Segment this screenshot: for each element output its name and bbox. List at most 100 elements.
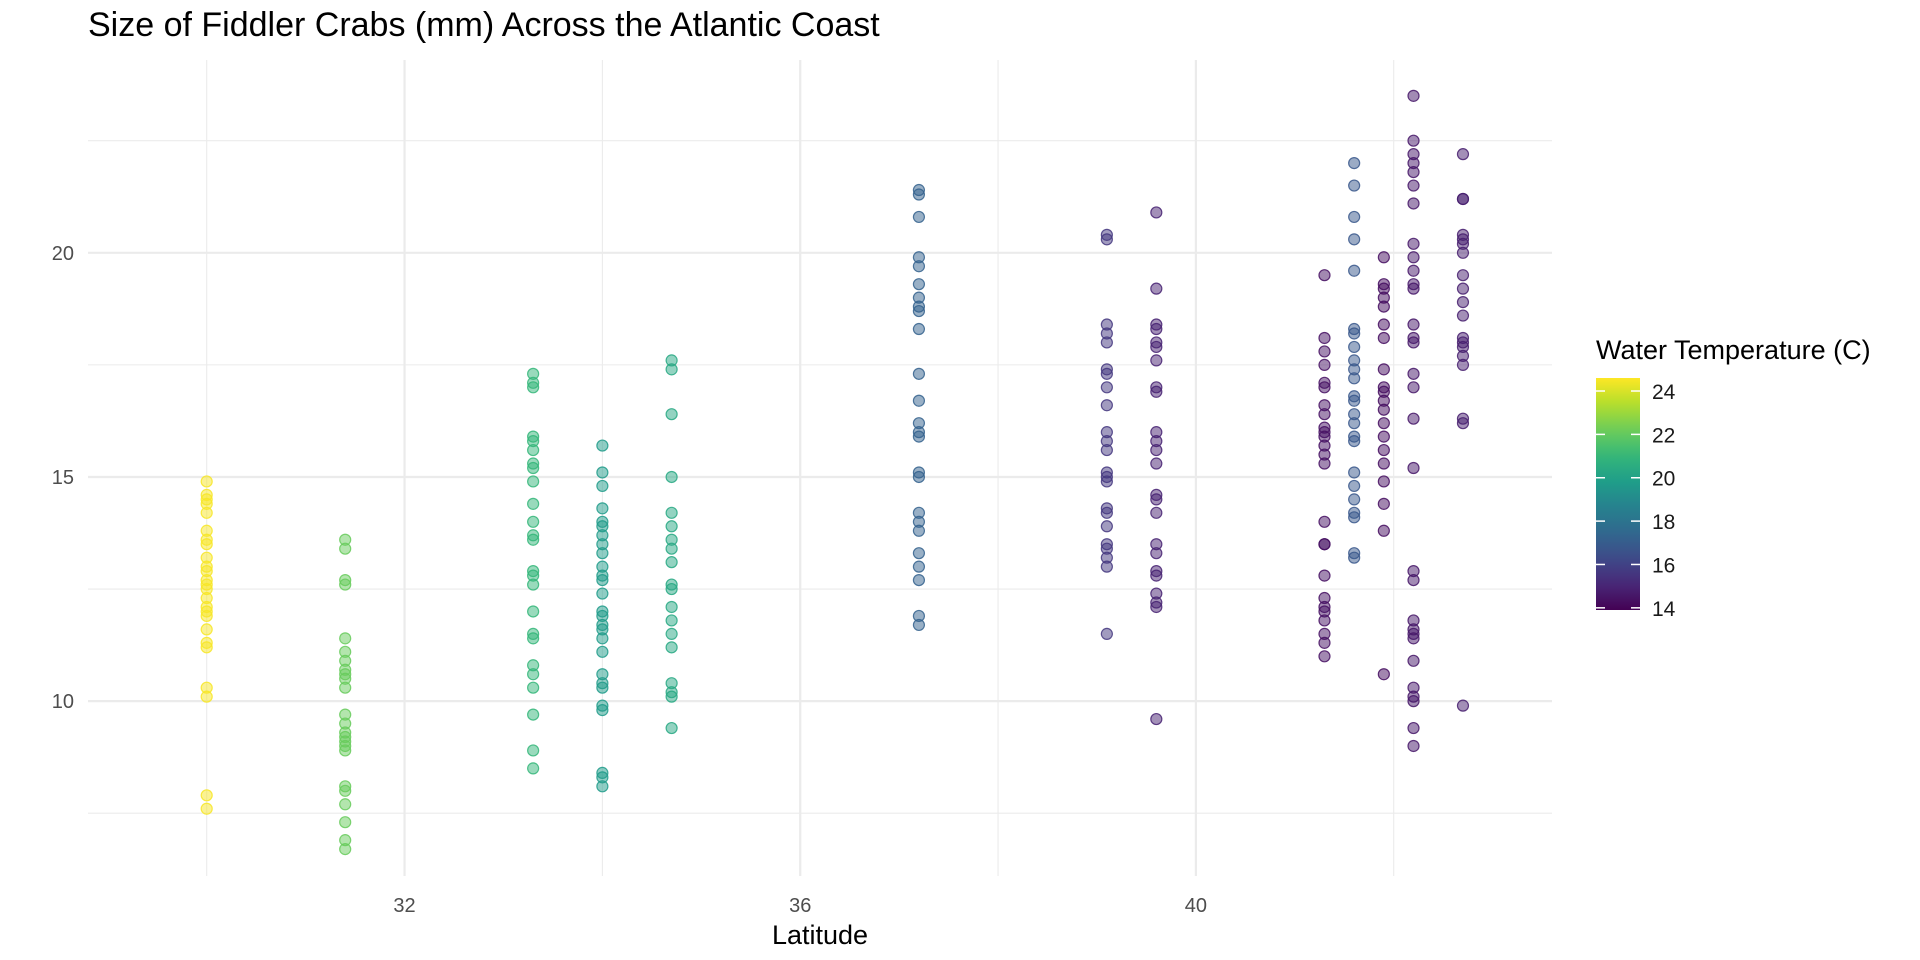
data-point [665, 506, 678, 519]
data-point [596, 632, 609, 645]
data-point [339, 784, 352, 797]
data-point [1348, 233, 1361, 246]
data-point [1150, 443, 1163, 457]
data-point [1100, 381, 1113, 394]
data-point [1100, 520, 1113, 533]
chart-title: Size of Fiddler Crabs (mm) Across the At… [88, 6, 880, 44]
data-point [527, 578, 540, 591]
data-point [596, 479, 609, 493]
data-point [1407, 461, 1420, 475]
data-point [1348, 479, 1361, 493]
data-point [1456, 269, 1470, 282]
data-point [1407, 381, 1420, 394]
data-point [527, 475, 540, 488]
data-point [527, 668, 540, 681]
data-point [1456, 246, 1470, 259]
data-point [912, 322, 926, 336]
data-point [1318, 650, 1331, 663]
data-point [1318, 269, 1331, 282]
data-point [339, 744, 352, 757]
data-point [1456, 309, 1470, 322]
data-point [596, 573, 609, 587]
data-point [339, 816, 352, 829]
data-point [596, 502, 609, 515]
data-point [1407, 573, 1420, 587]
data-point [912, 188, 926, 201]
data-point [1348, 417, 1361, 430]
data-point [1318, 331, 1331, 345]
data-point [1100, 336, 1113, 349]
data-point [339, 578, 352, 591]
data-points [200, 89, 1470, 856]
data-point [596, 547, 609, 560]
data-point [527, 744, 540, 757]
legend: Water Temperature (C) 14 16 18 20 22 24 [1596, 335, 1871, 621]
grid [88, 60, 1552, 876]
data-point [527, 681, 540, 694]
data-point [1318, 408, 1331, 421]
data-point [596, 466, 609, 479]
data-point [1150, 322, 1163, 336]
data-point [1318, 614, 1331, 627]
data-point [1377, 403, 1390, 416]
data-point [1150, 457, 1163, 470]
data-point [665, 641, 678, 654]
data-point [527, 497, 540, 510]
data-point [1377, 318, 1390, 331]
data-point [1100, 233, 1113, 246]
data-point [912, 278, 926, 291]
data-point [339, 542, 352, 555]
data-point [1318, 636, 1331, 649]
y-tick-label: 20 [52, 243, 74, 265]
data-point [339, 632, 352, 645]
x-axis-title: Latitude [772, 920, 868, 950]
data-point [1100, 627, 1113, 640]
data-point [1150, 600, 1163, 614]
data-point [912, 560, 926, 573]
data-point [527, 443, 540, 457]
data-point [200, 475, 213, 488]
tick-labels: 32 36 40 10 15 20 [52, 243, 1207, 917]
data-point [912, 470, 926, 484]
data-point [1318, 358, 1331, 371]
data-point [1348, 511, 1361, 524]
data-point [1407, 654, 1420, 667]
data-point [912, 547, 926, 560]
data-point [1100, 506, 1113, 519]
data-point [1348, 466, 1361, 479]
data-point [1377, 430, 1390, 443]
data-point [1100, 367, 1113, 380]
data-point [1377, 417, 1390, 430]
colorbar-ticks: 14 16 18 20 22 24 [1596, 381, 1676, 621]
data-point [527, 461, 540, 475]
data-point [1407, 237, 1420, 250]
data-point [596, 587, 609, 600]
data-point [665, 470, 678, 484]
data-point [527, 533, 540, 546]
data-point [1348, 434, 1361, 448]
data-point [912, 304, 926, 318]
data-point [339, 842, 352, 856]
data-point [596, 704, 609, 717]
colorbar-tick-label: 22 [1652, 424, 1675, 447]
data-point [1318, 538, 1331, 551]
data-point [1150, 282, 1163, 295]
data-point [1150, 385, 1163, 398]
data-point [1407, 412, 1420, 425]
data-point [1377, 443, 1390, 457]
data-point [596, 780, 609, 793]
data-point [912, 573, 926, 587]
data-point [1348, 327, 1361, 340]
colorbar-tick-label: 20 [1652, 468, 1675, 491]
data-point [1150, 506, 1163, 519]
data-point [1100, 560, 1113, 573]
data-point [912, 618, 926, 632]
data-point [1150, 340, 1163, 354]
data-point [339, 681, 352, 694]
data-point [1377, 300, 1390, 313]
data-point [665, 556, 678, 569]
data-point [1407, 197, 1420, 210]
data-point [1348, 372, 1361, 385]
data-point [596, 645, 609, 658]
